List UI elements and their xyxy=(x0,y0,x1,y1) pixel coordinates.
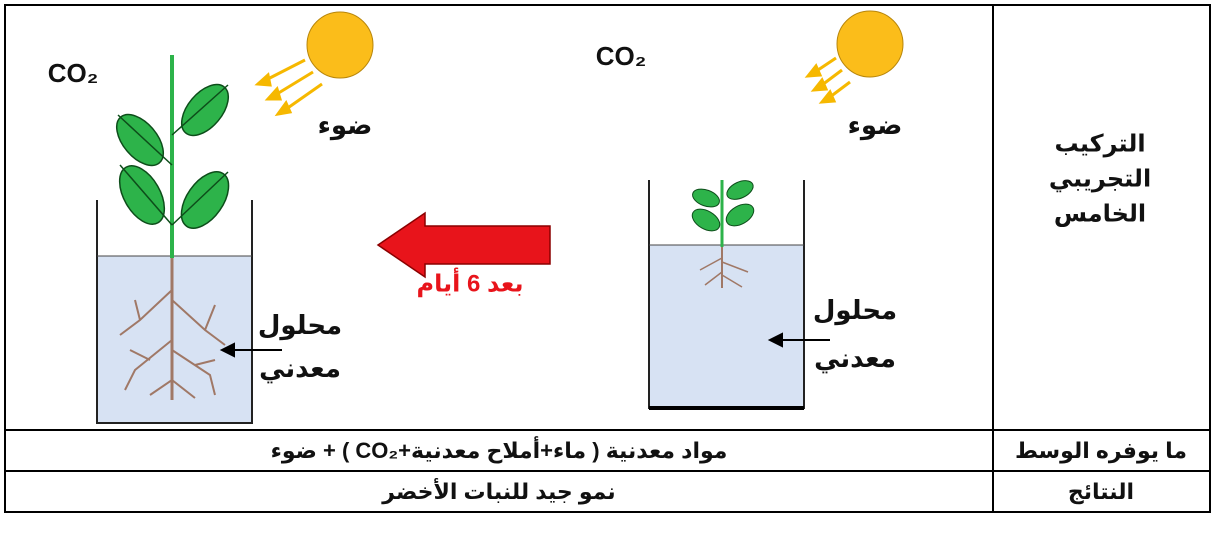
sun-right xyxy=(808,11,903,102)
row-header: التجريبي xyxy=(1049,165,1151,192)
light-label: ضوء xyxy=(848,110,903,141)
row-content: نمو جيد للنبات الأخضر xyxy=(381,477,615,505)
row-header: التركيب xyxy=(1054,130,1145,157)
solution-label: معدني xyxy=(259,353,341,383)
page: CO₂ ضوء محلول معدني بعد 6 أيام xyxy=(0,0,1216,535)
transition-arrow xyxy=(378,213,550,277)
row-content: مواد معدنية ( ماء+أملاح معدنية+CO₂ ) + ض… xyxy=(271,435,728,464)
sun-left xyxy=(258,12,373,114)
solution-label: محلول xyxy=(258,310,342,341)
row-header: الخامس xyxy=(1054,200,1146,227)
beaker-left xyxy=(97,200,252,423)
beaker-right xyxy=(649,180,804,408)
gas-label: CO₂ xyxy=(596,41,647,71)
row-header: النتائج xyxy=(1068,479,1134,505)
transition-label: بعد 6 أيام xyxy=(417,267,524,297)
solution-label: معدني xyxy=(814,343,896,373)
light-label: ضوء xyxy=(318,110,373,141)
solution-label: محلول xyxy=(813,295,897,326)
row-header: ما يوفره الوسط xyxy=(1015,438,1187,464)
gas-label: CO₂ xyxy=(48,58,99,88)
